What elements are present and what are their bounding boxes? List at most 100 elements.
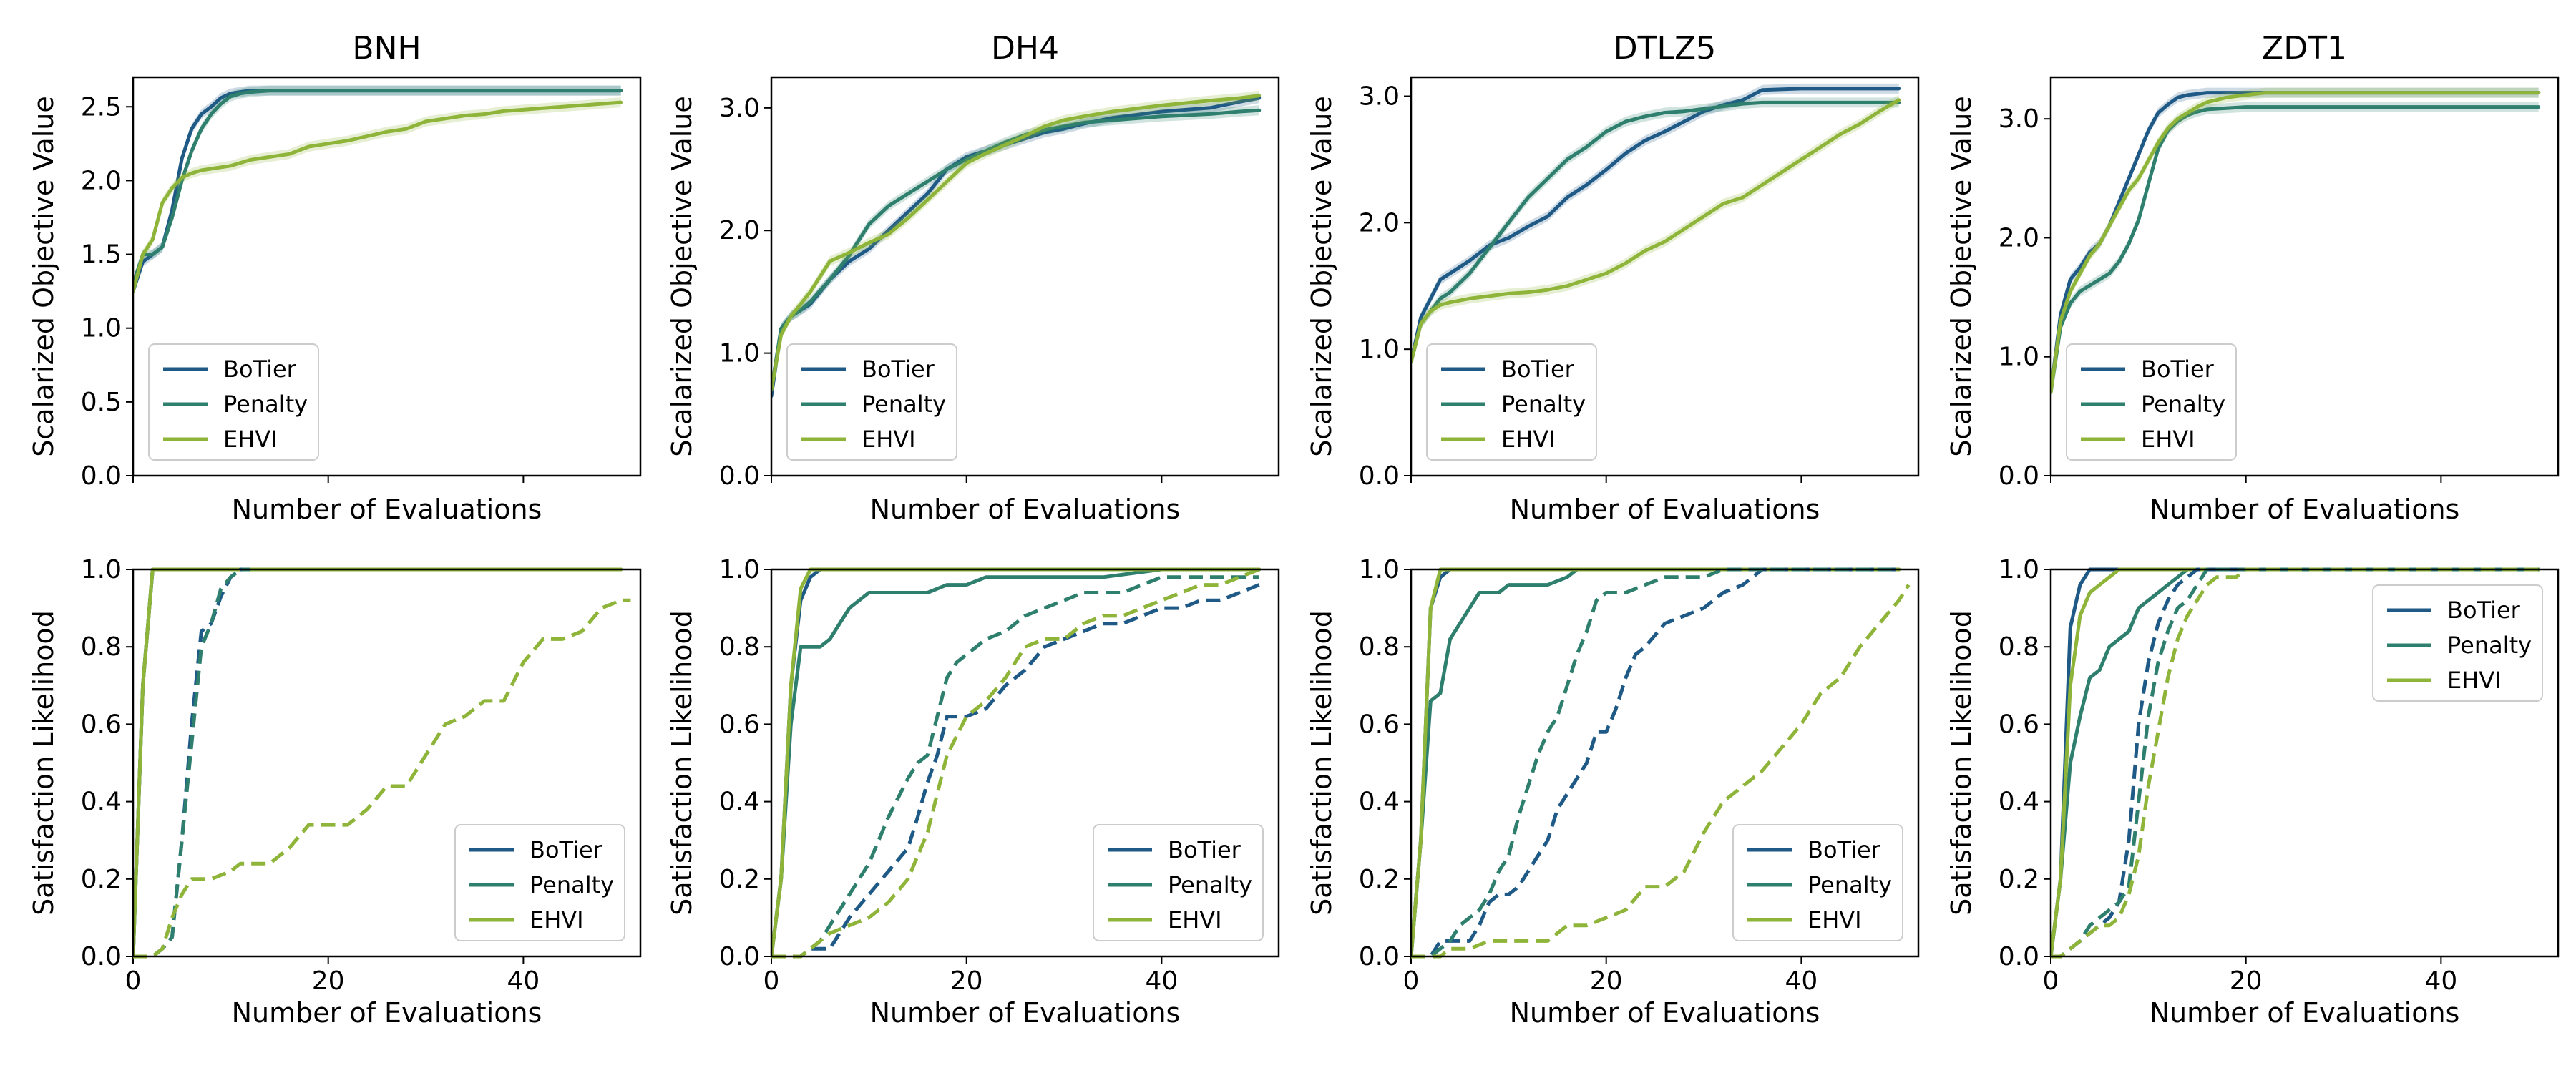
dh4-bottom-line-ehvi-dashed: [771, 567, 1260, 959]
dh4-top-xlabel: Number of Evaluations: [870, 494, 1181, 525]
dtlz5-bottom-line-ehvi-dashed: [1411, 584, 1911, 959]
bnh-bottom-line-botier-dashed: [133, 567, 250, 959]
bnh-bottom-xtick-label: 40: [507, 966, 540, 996]
zdt1-top-legend-label-penalty: Penalty: [2141, 391, 2225, 418]
bnh-bottom-legend: BoTier Penalty EHVI: [454, 824, 625, 941]
bnh-top-line-ehvi: [133, 100, 623, 293]
dh4-bottom-ytick-label: 0.2: [719, 865, 760, 894]
bnh-bottom-ylabel: Satisfaction Likelihood: [28, 610, 59, 916]
zdt1-bottom-legend-box: [2372, 584, 2543, 702]
zdt1-top-legend-box: [2066, 343, 2237, 461]
dtlz5-top-legend-label-botier: BoTier: [1501, 356, 1575, 383]
dtlz5-bottom-legend-label-botier: BoTier: [1807, 836, 1881, 863]
zdt1-bottom-legend-label-botier: BoTier: [2447, 597, 2521, 624]
bnh-top-ytick-label: 2.0: [81, 166, 122, 195]
bnh-bottom-legend-box: [454, 824, 625, 941]
zdt1-top-plot-area: [2051, 87, 2541, 398]
bnh-top-frame: [132, 76, 642, 477]
bnh-top-legend-label-botier: BoTier: [223, 356, 297, 383]
zdt1-bottom-xlabel: Number of Evaluations: [2150, 997, 2460, 1029]
dtlz5-bottom-line-penalty-dashed: [1411, 567, 1899, 959]
dh4-bottom-xtick-label: 40: [1145, 966, 1178, 996]
bnh-bottom-ytick-label: 0.8: [81, 632, 122, 662]
zdt1-top-line-botier: [2051, 91, 2541, 395]
zdt1-top-legend-label-botier: BoTier: [2141, 356, 2215, 383]
zdt1-bottom-ytick-label: 0.8: [1999, 632, 2039, 662]
zdt1-top-legend: BoTier Penalty EHVI: [2066, 343, 2237, 461]
dtlz5-bottom-ylabel: Satisfaction Likelihood: [1306, 610, 1337, 916]
dtlz5-top-ylabel: Scalarized Objective Value: [1306, 96, 1337, 456]
zdt1-bottom-legend-label-ehvi: EHVI: [2447, 667, 2502, 694]
bnh-top-band-penalty: [133, 85, 621, 289]
bnh-top-legend-label-penalty: Penalty: [223, 391, 308, 418]
bnh-bottom-xlabel: Number of Evaluations: [232, 997, 542, 1029]
zdt1-top-xlabel: Number of Evaluations: [2150, 494, 2460, 525]
bnh-bottom-ytick-label: 0.0: [81, 942, 122, 971]
dtlz5-bottom-ytick-label: 0.4: [1359, 788, 1400, 817]
dtlz5-bottom-legend-label-ehvi: EHVI: [1807, 906, 1862, 934]
bnh-bottom-frame: [132, 568, 642, 958]
dtlz5-top-ytick-label: 2.0: [1359, 208, 1400, 237]
dh4-bottom-legend-label-botier: BoTier: [1168, 836, 1241, 863]
dtlz5-top-line-penalty: [1411, 100, 1901, 364]
dtlz5-bottom-xlabel: Number of Evaluations: [1510, 997, 1820, 1029]
bnh-bottom-ytick-label: 1.0: [81, 555, 122, 584]
dh4-top-ytick-label: 0.0: [719, 461, 760, 491]
dh4-bottom-ytick-label: 0.6: [719, 710, 760, 739]
zdt1-top-line-ehvi: [2051, 91, 2541, 395]
dtlz5-top-line-botier: [1411, 87, 1901, 364]
zdt1-bottom-ytick-label: 0.0: [1999, 942, 2039, 971]
zdt1-top-frame: [2049, 76, 2560, 477]
zdt1-bottom-xtick-label: 20: [2230, 966, 2263, 996]
bnh-top-ytick-label: 1.0: [81, 314, 122, 343]
bnh-bottom-xtick-label: 20: [312, 966, 345, 996]
dh4-top-plot-area: [771, 90, 1262, 401]
dh4-top-legend-label-penalty: Penalty: [862, 391, 946, 418]
zdt1-bottom-ytick-label: 1.0: [1999, 555, 2039, 584]
zdt1-top-legend-label-ehvi: EHVI: [2141, 426, 2195, 453]
dtlz5-top-legend-label-ehvi: EHVI: [1501, 426, 1556, 453]
bnh-top-ytick-label: 0.0: [81, 461, 122, 491]
zdt1-bottom-xtick-label: 0: [2043, 966, 2059, 996]
dtlz5-top-legend-box: [1426, 343, 1597, 461]
dh4-bottom-line-penalty-solid: [771, 567, 1262, 959]
bnh-top-xlabel: Number of Evaluations: [232, 494, 542, 525]
dh4-bottom-legend-label-penalty: Penalty: [1168, 871, 1252, 898]
dh4-top-line-ehvi: [771, 94, 1262, 392]
dh4-top-ytick-label: 2.0: [719, 216, 760, 245]
dtlz5-top-ytick-label: 0.0: [1359, 461, 1400, 491]
dh4-bottom-ytick-label: 0.4: [719, 788, 760, 817]
dtlz5-top-band-botier: [1411, 83, 1899, 367]
bnh-top-band-ehvi: [133, 97, 621, 297]
dtlz5-bottom-xtick-label: 0: [1403, 966, 1420, 996]
zdt1-bottom-legend-label-penalty: Penalty: [2447, 632, 2532, 659]
zdt1-top-ylabel: Scalarized Objective Value: [1946, 96, 1977, 456]
zdt1-top-ytick-label: 0.0: [1999, 461, 2039, 491]
dh4-bottom-legend-box: [1093, 824, 1264, 941]
zdt1-top-ytick-label: 2.0: [1999, 223, 2039, 253]
dtlz5-bottom-ytick-label: 0.6: [1359, 710, 1400, 739]
dtlz5-top-legend-label-penalty: Penalty: [1501, 391, 1586, 418]
bnh-top-axes: 0.0 0.5 1.0 1.5 2.0 2.5 Number of Evaluations S…: [28, 92, 542, 525]
bnh-bottom-ytick-label: 0.6: [81, 710, 122, 739]
dtlz5-bottom-xtick-label: 20: [1590, 966, 1623, 996]
dh4-bottom-legend-label-ehvi: EHVI: [1168, 906, 1222, 934]
dtlz5-bottom-ytick-label: 0.8: [1359, 632, 1400, 662]
dh4-bottom-ytick-label: 1.0: [719, 555, 760, 584]
dtlz5-top-axes: 0.0 1.0 2.0 3.0 Number of Evaluations Scalari…: [1306, 82, 1820, 525]
dh4-bottom-frame: [770, 568, 1280, 958]
zdt1-bottom-line-ehvi-dashed: [2051, 567, 2539, 959]
zdt1-bottom-ytick-label: 0.6: [1999, 710, 2039, 739]
panel-title-bnh: BNH: [352, 30, 421, 67]
zdt1-top-ytick-label: 3.0: [1999, 104, 2039, 134]
zdt1-bottom-ytick-label: 0.2: [1999, 865, 2039, 894]
dtlz5-bottom-legend-label-penalty: Penalty: [1807, 871, 1892, 898]
dtlz5-top-xlabel: Number of Evaluations: [1510, 494, 1820, 525]
dh4-top-ytick-label: 1.0: [719, 339, 760, 368]
zdt1-top-ytick-label: 1.0: [1999, 343, 2039, 372]
